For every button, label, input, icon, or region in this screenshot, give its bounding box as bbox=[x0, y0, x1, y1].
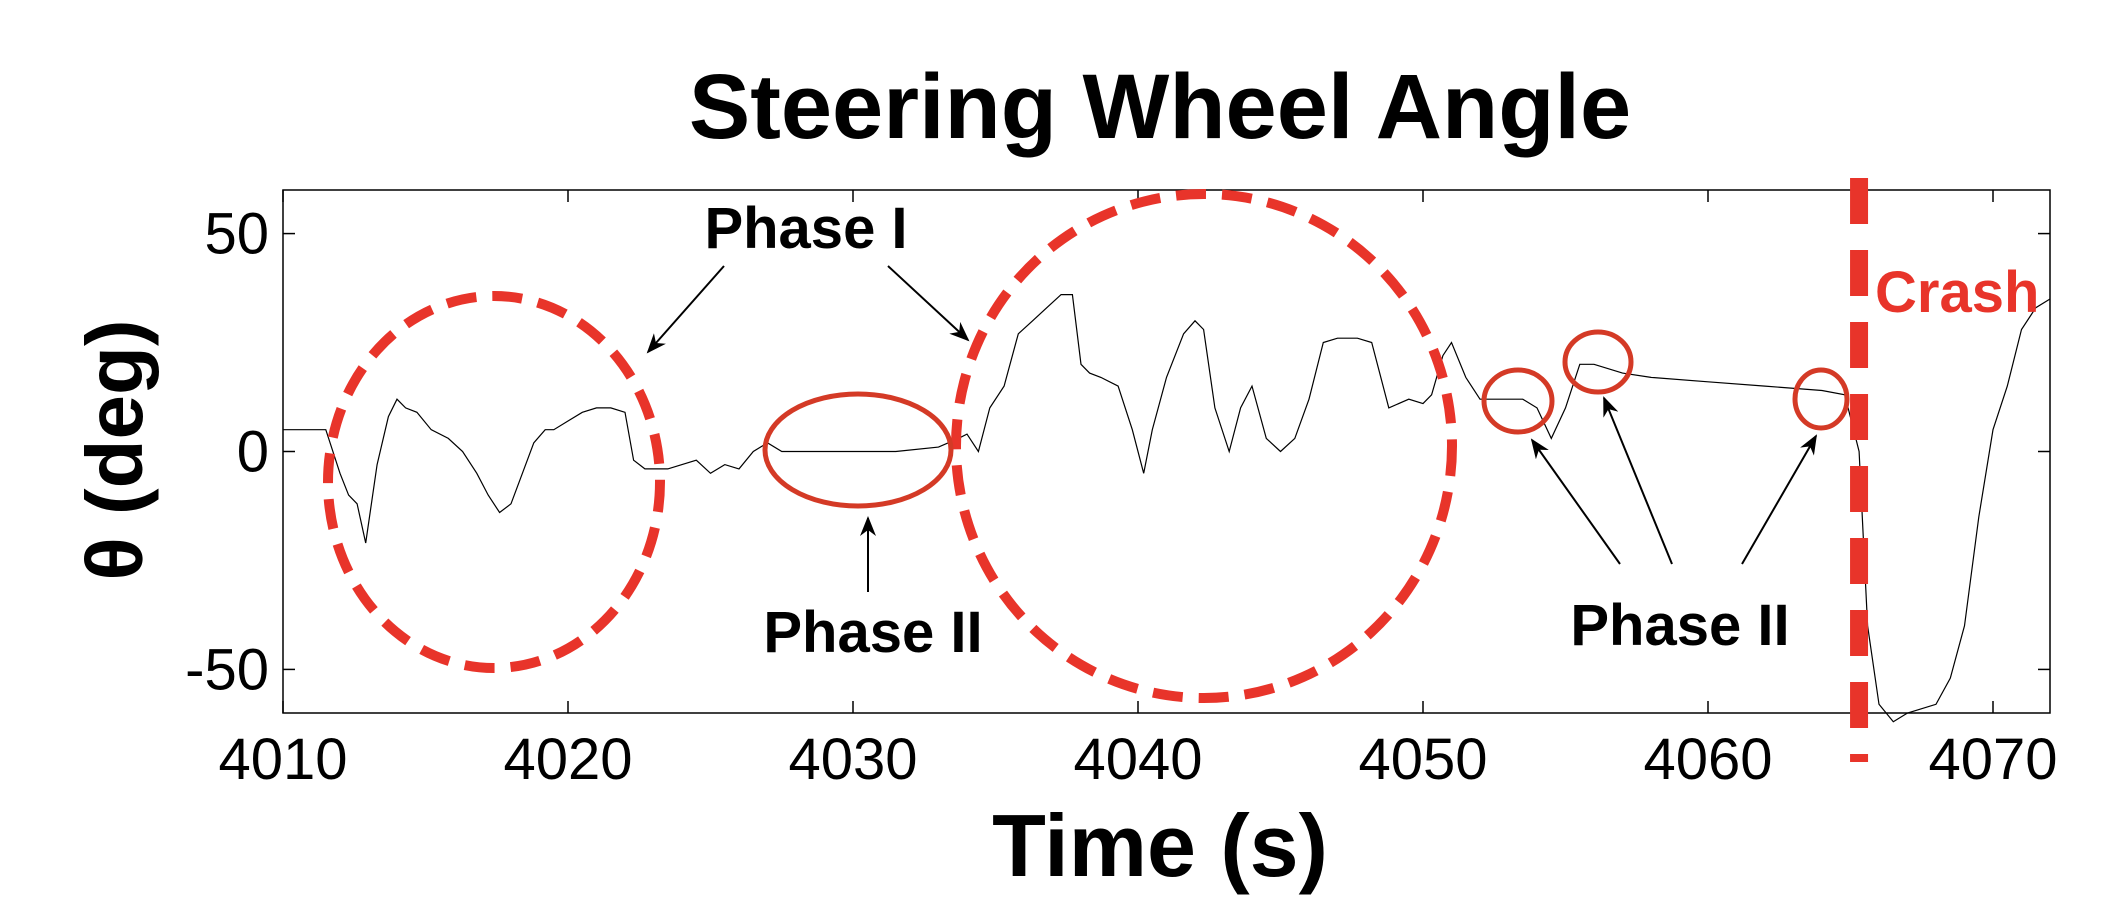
phase-1-dashed-circle-left bbox=[323, 291, 665, 673]
series-line bbox=[283, 294, 2051, 723]
phase-2-arrow-2 bbox=[1603, 396, 1673, 565]
phase-2-small-circle-3 bbox=[1792, 367, 1850, 431]
y-tick-label: 0 bbox=[237, 420, 269, 485]
x-tick-label: 4020 bbox=[503, 727, 632, 792]
x-tick-label: 4050 bbox=[1358, 727, 1487, 792]
chart-title: Steering Wheel Angle bbox=[689, 56, 1631, 158]
phase-1-arrow-left bbox=[646, 265, 725, 354]
x-axis-label: Time (s) bbox=[992, 796, 1328, 895]
phase-2-label-left: Phase II bbox=[763, 600, 982, 665]
x-tick-label: 4040 bbox=[1073, 727, 1202, 792]
y-tick-label: 50 bbox=[204, 202, 269, 267]
axis-tick-labels: 4010 4020 4030 4040 4050 4060 4070 50 0 -50 bbox=[185, 202, 2057, 792]
axis-ticks bbox=[282, 190, 2050, 713]
phase-2-arrow-1 bbox=[1530, 438, 1621, 565]
y-axis-label: θ (deg) bbox=[70, 320, 159, 581]
phase-2-ellipse-flat bbox=[762, 391, 954, 509]
crash-label: Crash bbox=[1875, 260, 2039, 325]
x-tick-label: 4030 bbox=[788, 727, 917, 792]
annotation-arrows bbox=[646, 265, 1818, 592]
phase-2-arrow-3 bbox=[1741, 434, 1818, 565]
phase-2-label-right: Phase II bbox=[1570, 593, 1789, 658]
phase-1-dashed-circle-right bbox=[951, 189, 1457, 703]
phase-2-small-circle-1 bbox=[1481, 367, 1555, 435]
x-tick-label: 4010 bbox=[218, 727, 347, 792]
phase-1-arrow-right bbox=[887, 265, 970, 342]
y-tick-label: -50 bbox=[185, 637, 269, 702]
phase-2-small-circle-2 bbox=[1562, 329, 1634, 395]
phase-1-label: Phase I bbox=[704, 196, 907, 261]
phase-highlights bbox=[323, 189, 1850, 703]
x-tick-label: 4060 bbox=[1643, 727, 1772, 792]
x-tick-label: 4070 bbox=[1928, 727, 2057, 792]
